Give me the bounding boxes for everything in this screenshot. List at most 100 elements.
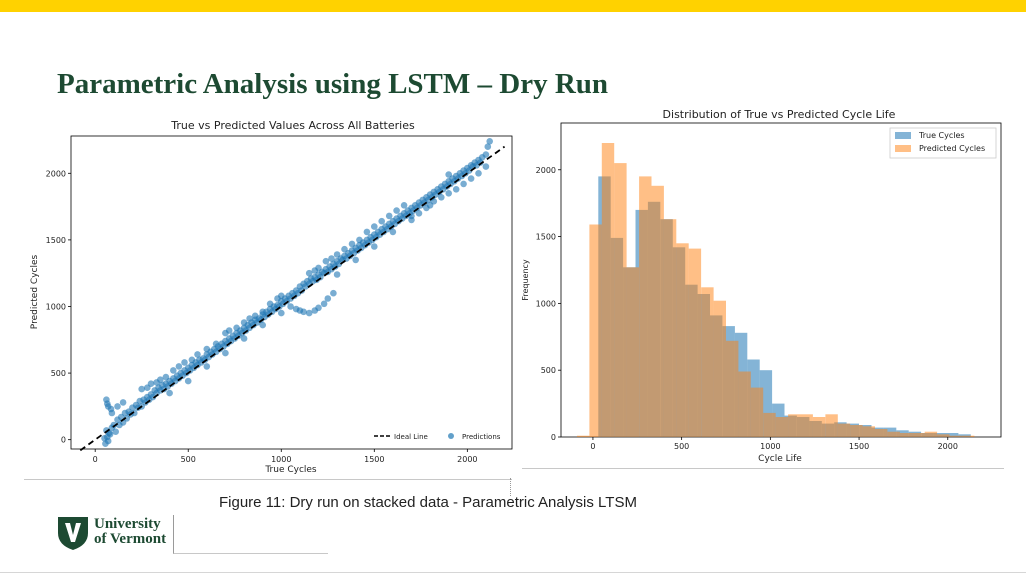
predicted-cycles-bar	[962, 435, 975, 437]
histogram-chart: Distribution of True vs Predicted Cycle …	[521, 108, 1002, 464]
scatter-point	[251, 312, 259, 320]
scatter-point	[482, 163, 490, 170]
predicted-cycles-bar	[626, 267, 639, 437]
scatter-point	[212, 340, 220, 348]
scatter-point	[225, 327, 233, 334]
predicted-cycles-bar	[800, 414, 813, 437]
y-tick-label: 0	[551, 433, 556, 442]
scatter-point	[341, 245, 348, 253]
x-tick-label: 0	[590, 442, 595, 451]
scatter-y-ticks: 0 500 1000 1500 2000	[46, 169, 71, 445]
scatter-point	[371, 243, 378, 250]
predicted-cycles-bar	[601, 143, 615, 437]
scatter-point	[393, 207, 400, 214]
predicted-cycles-bar	[788, 414, 801, 437]
predicted-cycles-bar	[663, 219, 677, 437]
scatter-point	[287, 303, 294, 310]
scatter-point	[278, 309, 285, 317]
y-tick-label: 2000	[536, 166, 556, 175]
predicted-cycles-bar	[651, 185, 664, 437]
predicted-cycles-bar	[713, 300, 726, 437]
figure-caption: Figure 11: Dry run on stacked data - Par…	[219, 494, 637, 511]
legend-predicted-cycles-swatch	[895, 145, 911, 152]
predicted-cycles-bar	[676, 243, 689, 437]
predicted-cycles-bar	[924, 431, 938, 437]
legend-predicted-cycles-label: Predicted Cycles	[919, 144, 985, 153]
scatter-point	[112, 428, 119, 436]
scatter-point	[194, 351, 201, 358]
scatter-point	[330, 289, 337, 297]
predicted-cycles-bar	[825, 414, 838, 437]
scatter-point	[322, 257, 330, 265]
scatter-point	[240, 335, 248, 342]
predicted-cycles-bar	[812, 417, 826, 437]
scatter-point	[138, 385, 145, 393]
legend-predictions-swatch	[448, 433, 454, 439]
scatter-point	[259, 308, 266, 316]
scatter-point	[184, 377, 192, 385]
scatter-point	[203, 363, 211, 370]
x-tick-label: 500	[674, 442, 689, 451]
histogram-y-ticks: 0 500 1000 1500 2000	[536, 166, 561, 442]
histogram-x-ticks: 0 500 1000 1500 2000	[590, 437, 958, 451]
y-tick-label: 1000	[46, 302, 66, 311]
y-tick-label: 1500	[46, 236, 66, 245]
y-tick-label: 1500	[536, 233, 556, 242]
predicted-cycles-bar	[614, 163, 627, 437]
scatter-xlabel: True Cycles	[264, 465, 317, 475]
top-accent-bar	[0, 0, 1026, 12]
predicted-cycles-bar	[875, 429, 888, 437]
bottom-line	[0, 572, 1026, 573]
scatter-point	[106, 431, 114, 438]
scatter-chart: True vs Predicted Values Across All Batt…	[30, 119, 513, 475]
scatter-point	[157, 376, 164, 384]
scatter-point	[328, 255, 335, 262]
scatter-point	[371, 223, 378, 230]
slide-title: Parametric Analysis using LSTM – Dry Run	[57, 68, 609, 100]
predicted-cycles-bar	[775, 417, 789, 437]
predicted-cycles-bar	[899, 433, 913, 437]
dotted-separator	[510, 478, 511, 496]
predicted-cycles-bar	[850, 425, 863, 437]
scatter-point	[482, 151, 490, 158]
scatter-point	[300, 308, 307, 316]
scatter-point	[438, 194, 445, 201]
scatter-point	[107, 405, 115, 413]
legend-true-cycles-label: True Cycles	[918, 131, 965, 140]
scatter-point	[445, 190, 453, 197]
scatter-point	[333, 271, 341, 278]
x-tick-label: 2000	[938, 442, 958, 451]
predicted-cycles-bar	[949, 435, 962, 437]
scatter-point	[110, 421, 118, 429]
scatter-point	[266, 300, 274, 308]
scatter-point	[352, 256, 360, 264]
scatter-point	[486, 138, 494, 145]
scatter-point	[278, 292, 285, 300]
scatter-point	[445, 171, 453, 178]
x-tick-label: 2000	[457, 455, 477, 464]
scatter-point	[246, 315, 253, 322]
right-divider-line	[522, 468, 1004, 469]
scatter-x-ticks: 0 500 1000 1500 2000	[93, 449, 478, 464]
scatter-point	[324, 295, 332, 302]
scatter-point	[222, 349, 229, 357]
scatter-point	[114, 403, 121, 410]
logo-text: University of Vermont	[94, 517, 166, 547]
scatter-point	[378, 217, 386, 225]
scatter-point	[166, 389, 173, 397]
scatter-point	[348, 240, 356, 248]
scatter-point	[484, 143, 492, 150]
scatter-point	[119, 399, 127, 406]
predicted-cycles-bar	[912, 433, 925, 437]
true-cycles-bar	[946, 433, 959, 437]
scatter-point	[333, 251, 341, 258]
scatter-title: True vs Predicted Values Across All Batt…	[170, 119, 415, 132]
predicted-cycles-bar	[639, 176, 652, 437]
predicted-cycles-bar	[763, 412, 776, 437]
x-tick-label: 1000	[271, 455, 291, 464]
scatter-point	[233, 324, 240, 332]
shield-v-icon	[58, 517, 88, 550]
scatter-point	[415, 210, 423, 217]
y-tick-label: 2000	[46, 169, 66, 178]
university-logo: University of Vermont	[56, 515, 176, 555]
